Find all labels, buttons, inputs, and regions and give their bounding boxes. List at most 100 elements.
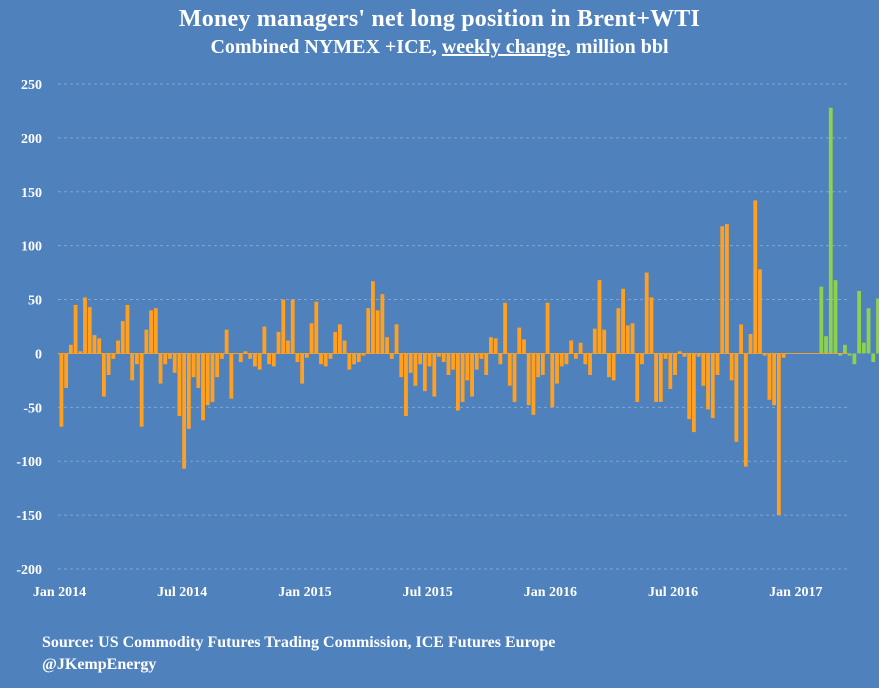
bar-orange [394, 324, 399, 354]
subtitle-prefix: Combined NYMEX +ICE, [210, 36, 442, 58]
bar-orange [408, 353, 413, 373]
bar-orange [772, 353, 777, 406]
bar-orange [465, 353, 470, 381]
bar-orange [517, 327, 522, 354]
bar-green [824, 336, 828, 354]
x-axis-tick-labels: Jan 2014 Jul 2014 Jan 2015 Jul 2015 Jan 2016… [33, 585, 823, 600]
bar-orange [404, 353, 408, 416]
subtitle-suffix: , million bbl [565, 36, 669, 58]
bar-orange [286, 340, 290, 354]
bar-orange [734, 353, 739, 442]
bar-orange [271, 353, 276, 367]
bar-orange [361, 353, 366, 356]
source-text: Source: US Commodity Futures Trading Com… [42, 634, 556, 651]
y-tick-label: -150 [16, 509, 42, 524]
bar-orange [696, 353, 701, 357]
bar-green [819, 286, 824, 354]
bar-orange [658, 353, 663, 402]
bar-orange [503, 302, 507, 354]
bar-orange [725, 224, 729, 354]
bar-green [857, 290, 861, 354]
bar-orange [111, 353, 116, 359]
bar-orange [484, 353, 489, 375]
bar-orange [710, 353, 715, 419]
bar-orange [743, 353, 748, 467]
bar-orange [413, 353, 418, 386]
bar-orange [451, 353, 456, 370]
bar-orange [352, 353, 356, 365]
bar-orange [328, 353, 333, 359]
bar-orange [92, 335, 97, 354]
bar-orange [418, 353, 423, 365]
bar-orange [753, 200, 758, 354]
bar-orange [371, 281, 375, 354]
bar-orange [87, 307, 92, 354]
bar-orange [691, 353, 696, 433]
bar-green [852, 353, 857, 365]
bar-orange [677, 351, 682, 354]
bar-orange [262, 326, 267, 354]
bar-orange [569, 340, 574, 354]
bar-orange [493, 338, 498, 354]
bar-orange [550, 353, 555, 408]
source-note: Source: US Commodity Futures Trading Com… [42, 632, 555, 676]
bar-orange [304, 353, 309, 358]
bar-orange [644, 272, 649, 354]
bar-orange [555, 353, 559, 384]
bar-orange [616, 308, 621, 354]
bar-orange [588, 353, 592, 375]
bar-orange [573, 353, 578, 359]
bar-orange [583, 353, 588, 365]
bar-orange [540, 353, 545, 375]
bar-orange [215, 353, 220, 378]
bar-orange [172, 353, 177, 373]
y-tick-label: 250 [21, 78, 42, 93]
bar-orange [210, 353, 215, 402]
bar-orange [460, 353, 465, 402]
author-handle: @JKempEnergy [42, 656, 157, 673]
y-tick-label: 100 [21, 240, 42, 255]
bar-orange [441, 353, 446, 363]
gridlines [58, 83, 848, 570]
bar-orange [182, 353, 187, 469]
y-axis-tick-labels: 250 200 150 100 50 0 -50 -100 -150 -200 [16, 78, 42, 578]
bar-orange [559, 353, 564, 367]
bar-green [833, 280, 838, 354]
bar-green [828, 107, 833, 354]
bar-orange [781, 353, 786, 358]
bar-orange [545, 302, 550, 354]
bar-orange [739, 324, 743, 354]
bar-orange [101, 353, 106, 397]
bar-orange [281, 299, 286, 354]
bar-orange [375, 310, 380, 354]
bar-orange [168, 353, 172, 359]
bar-orange [758, 269, 762, 354]
bar-orange [649, 297, 654, 354]
bar-orange [640, 353, 644, 365]
bar-orange [630, 323, 635, 354]
bar-orange [507, 353, 512, 386]
x-tick-label: Jul 2016 [648, 585, 698, 600]
bar-orange [78, 351, 83, 354]
y-tick-label: 150 [21, 186, 42, 201]
bar-orange [776, 353, 781, 516]
bar-orange [68, 344, 73, 354]
bar-orange [120, 321, 125, 354]
bar-orange [163, 353, 168, 365]
bar-orange [479, 353, 484, 359]
bar-orange [276, 331, 281, 354]
bar-orange [715, 353, 720, 375]
bar-orange [243, 351, 248, 354]
bar-orange [564, 353, 569, 365]
bar-green [843, 344, 847, 354]
y-tick-label: -100 [16, 455, 42, 470]
bar-orange [432, 353, 437, 397]
bar-orange [592, 328, 597, 354]
bar-orange [323, 353, 328, 367]
bar-orange [139, 353, 144, 427]
y-tick-label: 200 [21, 132, 42, 147]
bar-green [876, 298, 879, 354]
bar-orange [526, 353, 531, 406]
bar-orange [356, 353, 361, 363]
